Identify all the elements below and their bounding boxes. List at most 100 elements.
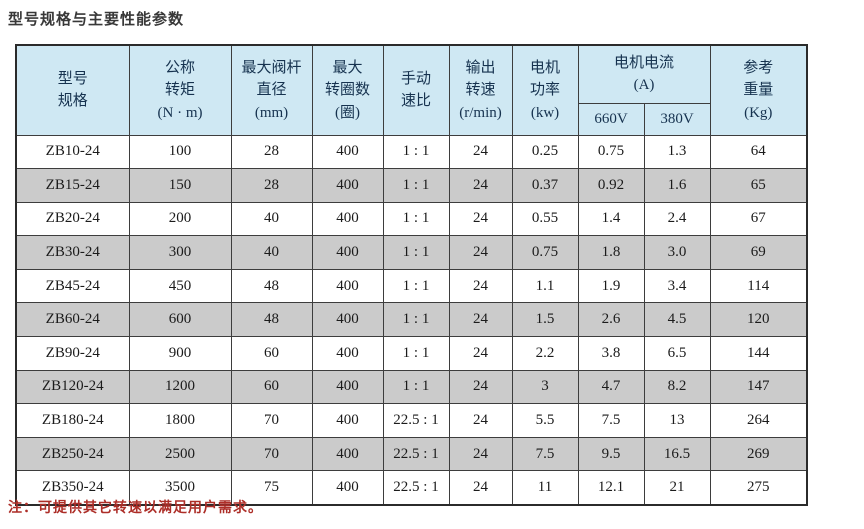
table-cell: 24 (448, 369, 513, 405)
table-cell: 8.2 (643, 369, 711, 405)
table-cell: 400 (311, 268, 384, 304)
table-row: ZB15-24 150 28 400 1 : 1 24 0.37 0.92 1.… (15, 168, 808, 203)
table-cell: 1.1 (511, 268, 579, 304)
table-cell: 150 (128, 168, 232, 203)
table-cell: 400 (311, 302, 384, 338)
table-cell: 600 (128, 302, 232, 338)
table-cell: 400 (311, 369, 384, 405)
table-cell: 114 (709, 268, 808, 304)
table-cell: 22.5 : 1 (382, 436, 450, 472)
table-cell: 144 (709, 336, 808, 371)
table-cell: 3 (511, 369, 579, 405)
table-cell: 67 (709, 201, 808, 237)
table-cell: 48 (230, 302, 313, 338)
model-cell: ZB60-24 (15, 302, 130, 338)
table-cell: 60 (230, 369, 313, 405)
table-row: ZB350-24 3500 75 400 22.5 : 1 24 11 12.1… (15, 470, 808, 506)
table-cell: 24 (448, 235, 513, 270)
model-cell: ZB90-24 (15, 336, 130, 371)
table-cell: 22.5 : 1 (382, 470, 450, 506)
table-row: ZB250-24 2500 70 400 22.5 : 1 24 7.5 9.5… (15, 436, 808, 472)
model-cell: ZB120-24 (15, 369, 130, 405)
table-cell: 1.4 (577, 201, 645, 237)
table-cell: 0.55 (511, 201, 579, 237)
table-cell: 400 (311, 134, 384, 170)
table-cell: 100 (128, 134, 232, 170)
table-cell: 400 (311, 168, 384, 203)
table-cell: 3500 (128, 470, 232, 506)
header-torque: 公称 转矩 (N · m) (128, 44, 232, 136)
model-cell: ZB30-24 (15, 235, 130, 270)
model-cell: ZB250-24 (15, 436, 130, 472)
header-row-main: 型号 规格 公称 转矩 (N · m) 最大阀杆 直径 (mm) 最大 转圈数 … (15, 44, 808, 136)
table-cell: 70 (230, 436, 313, 472)
table-cell: 65 (709, 168, 808, 203)
header-weight: 参考 重量 (Kg) (709, 44, 808, 136)
table-cell: 24 (448, 302, 513, 338)
table-cell: 1.8 (577, 235, 645, 270)
table-cell: 900 (128, 336, 232, 371)
table-cell: 40 (230, 235, 313, 270)
table-row: ZB60-24 600 48 400 1 : 1 24 1.5 2.6 4.5 … (15, 302, 808, 338)
header-stem-diameter: 最大阀杆 直径 (mm) (230, 44, 313, 136)
table-cell: 24 (448, 336, 513, 371)
table-cell: 400 (311, 235, 384, 270)
model-cell: ZB15-24 (15, 168, 130, 203)
table-cell: 13 (643, 403, 711, 438)
table-cell: 24 (448, 436, 513, 472)
table-cell: 24 (448, 403, 513, 438)
table-cell: 75 (230, 470, 313, 506)
table-cell: 0.37 (511, 168, 579, 203)
table-cell: 275 (709, 470, 808, 506)
table-cell: 0.92 (577, 168, 645, 203)
table-cell: 24 (448, 168, 513, 203)
table-cell: 200 (128, 201, 232, 237)
header-current-660v: 660V (577, 102, 645, 136)
model-cell: ZB45-24 (15, 268, 130, 304)
table-cell: 1200 (128, 369, 232, 405)
table-cell: 5.5 (511, 403, 579, 438)
table-cell: 269 (709, 436, 808, 472)
table-cell: 400 (311, 436, 384, 472)
table-row: ZB90-24 900 60 400 1 : 1 24 2.2 3.8 6.5 … (15, 336, 808, 371)
table-cell: 147 (709, 369, 808, 405)
table-cell: 1 : 1 (382, 302, 450, 338)
table-cell: 0.25 (511, 134, 579, 170)
table-cell: 3.4 (643, 268, 711, 304)
table-cell: 2.6 (577, 302, 645, 338)
table-cell: 24 (448, 470, 513, 506)
table-cell: 450 (128, 268, 232, 304)
header-output-speed: 输出 转速 (r/min) (448, 44, 513, 136)
spec-table: 型号 规格 公称 转矩 (N · m) 最大阀杆 直径 (mm) 最大 转圈数 … (15, 44, 809, 507)
table-row: ZB20-24 200 40 400 1 : 1 24 0.55 1.4 2.4… (15, 201, 808, 237)
table-cell: 12.1 (577, 470, 645, 506)
table-cell: 1 : 1 (382, 134, 450, 170)
table-cell: 4.5 (643, 302, 711, 338)
table-cell: 48 (230, 268, 313, 304)
table-cell: 1 : 1 (382, 336, 450, 371)
table-cell: 0.75 (511, 235, 579, 270)
table-row: ZB45-24 450 48 400 1 : 1 24 1.1 1.9 3.4 … (15, 268, 808, 304)
model-cell: ZB20-24 (15, 201, 130, 237)
table-cell: 2.2 (511, 336, 579, 371)
table-cell: 1 : 1 (382, 268, 450, 304)
table-cell: 4.7 (577, 369, 645, 405)
table-cell: 2.4 (643, 201, 711, 237)
header-model: 型号 规格 (15, 44, 130, 136)
table-cell: 3.8 (577, 336, 645, 371)
footnote: 注：可提供其它转速以满足用户需求。 (8, 501, 263, 516)
header-motor-current: 电机电流 (A) (577, 44, 711, 104)
table-row: ZB120-24 1200 60 400 1 : 1 24 3 4.7 8.2 … (15, 369, 808, 405)
model-cell: ZB350-24 (15, 470, 130, 506)
page-title: 型号规格与主要性能参数 (8, 11, 185, 28)
table-cell: 1.5 (511, 302, 579, 338)
header-row-sub: 660V 380V (16, 102, 807, 136)
table-cell: 40 (230, 201, 313, 237)
table-cell: 70 (230, 403, 313, 438)
table-cell: 1.3 (643, 134, 711, 170)
table-cell: 7.5 (511, 436, 579, 472)
table-cell: 1 : 1 (382, 369, 450, 405)
table-cell: 16.5 (643, 436, 711, 472)
table-cell: 120 (709, 302, 808, 338)
header-manual-ratio: 手动 速比 (382, 44, 450, 136)
